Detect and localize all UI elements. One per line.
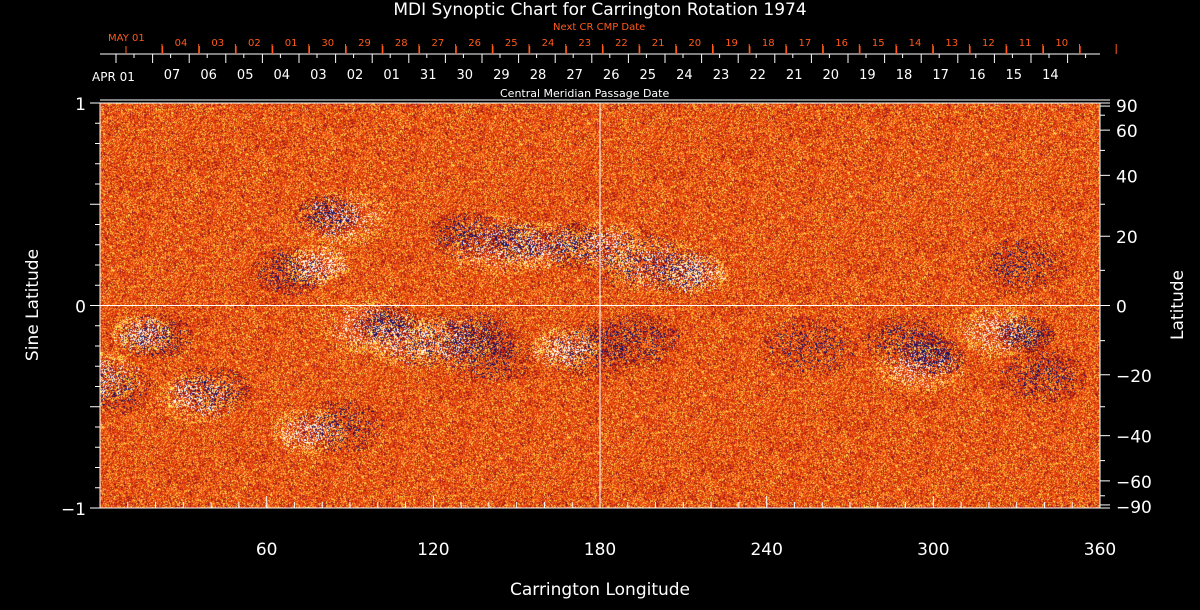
cmp-date-label: 14 <box>1042 68 1059 83</box>
x-axis-label-text: Carrington Longitude <box>509 580 691 600</box>
cmp-date-label: 17 <box>932 68 949 83</box>
y-right-tick-label: −90 <box>1116 498 1152 518</box>
next-cr-date-label: 12 <box>982 38 995 49</box>
cmp-date-label: 01 <box>383 68 400 83</box>
y-axis-left-label: Sine Latitude <box>23 248 43 362</box>
next-cr-date-label: 14 <box>909 38 922 49</box>
y-axis-right-label: Latitude <box>1168 270 1188 340</box>
cmp-date-label: 24 <box>676 68 693 83</box>
next-cr-month-label: MAY 01 <box>108 33 145 44</box>
cmp-date-label: 26 <box>603 68 620 83</box>
cmp-date-label: 30 <box>457 68 474 83</box>
cmp-date-label: 23 <box>713 68 730 83</box>
y-right-tick-label: −60 <box>1116 473 1152 493</box>
next-cr-date-label: 13 <box>945 38 958 49</box>
next-cr-date-label: 28 <box>395 38 408 49</box>
cmp-date-label: 29 <box>493 68 510 83</box>
cmp-date-label: 04 <box>274 68 291 83</box>
cmp-date-label: 28 <box>530 68 547 83</box>
next-cr-date-label: 23 <box>578 38 591 49</box>
cmp-date-label: 06 <box>200 68 217 83</box>
next-cr-date-label: 22 <box>615 38 628 49</box>
next-cr-date-label: 24 <box>542 38 555 49</box>
y-right-tick-label: 40 <box>1116 167 1138 187</box>
cmp-date-label: 31 <box>420 68 437 83</box>
next-cr-date-label: 21 <box>652 38 665 49</box>
next-cr-date-label: 29 <box>358 38 371 49</box>
next-cr-date-label: 02 <box>248 38 261 49</box>
next-cr-date-label: 19 <box>725 38 738 49</box>
next-cr-date-label: 25 <box>505 38 518 49</box>
cmp-date-label: 20 <box>823 68 840 83</box>
next-cr-date-label: 27 <box>432 38 445 49</box>
next-cr-axis-label: Next CR CMP Date <box>553 22 646 33</box>
cmp-date-label: 15 <box>1006 68 1023 83</box>
next-cr-date-label: 16 <box>835 38 848 49</box>
cmp-date-label: 02 <box>347 68 364 83</box>
y-right-tick-label: 60 <box>1116 122 1138 142</box>
cmp-date-label: 07 <box>164 68 181 83</box>
x-tick-label: 180 <box>584 540 616 560</box>
cmp-date-label: 22 <box>749 68 766 83</box>
next-cr-date-label: 18 <box>762 38 775 49</box>
next-cr-date-label: 20 <box>688 38 701 49</box>
x-tick-label: 240 <box>750 540 782 560</box>
y-right-tick-label: 20 <box>1116 228 1138 248</box>
next-cr-date-label: 03 <box>211 38 224 49</box>
cmp-date-label: 05 <box>237 68 254 83</box>
cmp-date-label: 03 <box>310 68 327 83</box>
x-tick-label: 300 <box>917 540 949 560</box>
next-cr-date-label: 26 <box>468 38 481 49</box>
chart-title: MDI Synoptic Chart for Carrington Rotati… <box>393 0 807 20</box>
cmp-date-label: 25 <box>640 68 657 83</box>
x-tick-label: 120 <box>417 540 449 560</box>
cmp-date-label: 19 <box>859 68 876 83</box>
next-cr-date-label: 01 <box>285 38 298 49</box>
x-tick-label: 360 <box>1084 540 1116 560</box>
next-cr-date-label: 30 <box>321 38 334 49</box>
cmp-date-label: 16 <box>969 68 986 83</box>
y-right-tick-label: −40 <box>1116 428 1152 448</box>
y-right-tick-label: 90 <box>1116 97 1138 117</box>
cmp-date-label: 18 <box>896 68 913 83</box>
y-left-tick-label: −1 <box>61 500 86 520</box>
next-cr-date-label: 17 <box>799 38 812 49</box>
cmp-axis-label: Central Meridian Passage Date <box>500 87 670 100</box>
cmp-date-label: 27 <box>566 68 583 83</box>
x-tick-label: 60 <box>256 540 278 560</box>
cmp-month-label: APR 01 <box>92 70 135 84</box>
next-cr-date-label: 11 <box>1019 38 1032 49</box>
y-right-tick-label: 0 <box>1116 298 1127 318</box>
y-left-tick-label: 1 <box>75 95 86 115</box>
next-cr-date-label: 04 <box>175 38 188 49</box>
next-cr-date-label: 10 <box>1055 38 1068 49</box>
cmp-date-label: 21 <box>786 68 803 83</box>
x-axis-label: Carrington Longitude <box>0 580 1200 600</box>
y-right-tick-label: −20 <box>1116 367 1152 387</box>
y-left-tick-label: 0 <box>75 298 86 318</box>
next-cr-date-label: 15 <box>872 38 885 49</box>
